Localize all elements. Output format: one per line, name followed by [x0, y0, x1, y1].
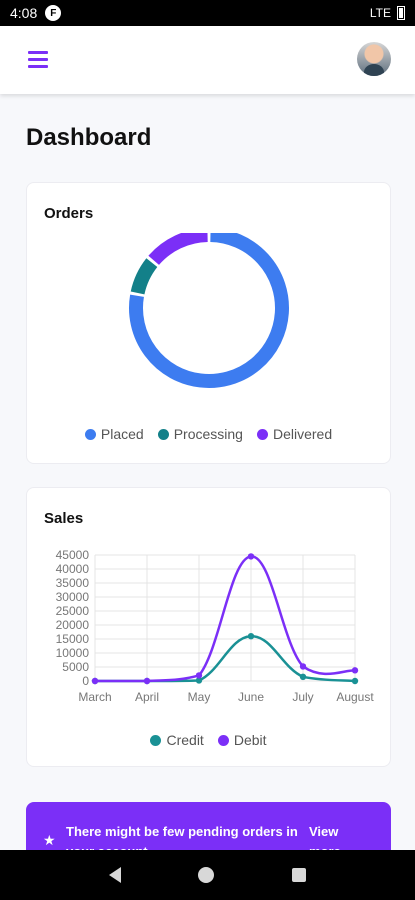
- orders-legend-label: Processing: [173, 426, 243, 442]
- y-tick-label: 40000: [56, 562, 90, 576]
- back-icon[interactable]: [108, 867, 121, 883]
- y-tick-label: 0: [82, 674, 89, 688]
- series-line-debit: [95, 555, 356, 683]
- data-point-credit[interactable]: [195, 677, 203, 684]
- sales-legend: Credit Debit: [27, 732, 390, 748]
- y-tick-label: 5000: [62, 660, 89, 674]
- page-title: Dashboard: [26, 124, 152, 151]
- star-icon: ★: [43, 832, 56, 848]
- orders-title: Orders: [44, 205, 94, 222]
- recent-apps-icon[interactable]: [292, 868, 307, 882]
- series-line-credit: [95, 634, 356, 683]
- orders-legend-label: Delivered: [272, 426, 333, 442]
- y-tick-label: 45000: [56, 548, 90, 562]
- sales-legend-dot: [217, 734, 229, 746]
- menu-icon[interactable]: [28, 51, 48, 68]
- x-tick-label: April: [135, 690, 159, 704]
- orders-card: Orders Placed Processing Delivered: [26, 182, 391, 464]
- sales-card: Sales 45000 40000 35000 30000 25000 20000 1500…: [26, 487, 391, 767]
- donut-slice-processing[interactable]: [130, 258, 158, 295]
- data-point-debit[interactable]: [91, 677, 99, 685]
- data-point-debit[interactable]: [247, 553, 255, 560]
- data-point-debit[interactable]: [195, 672, 203, 679]
- orders-donut-chart: [129, 233, 289, 388]
- sales-legend-item[interactable]: Credit: [150, 732, 204, 748]
- data-point-credit[interactable]: [351, 677, 359, 685]
- data-point-debit[interactable]: [299, 663, 307, 670]
- status-time: 4:08: [10, 5, 38, 21]
- status-bar: 4:08 F LTE: [0, 0, 415, 26]
- y-tick-label: 25000: [56, 604, 90, 618]
- sales-legend-item[interactable]: Debit: [217, 732, 267, 748]
- orders-legend-dot: [84, 428, 96, 440]
- home-icon[interactable]: [198, 867, 215, 883]
- x-tick-label: July: [292, 690, 313, 704]
- sales-legend-label: Credit: [166, 732, 204, 748]
- x-tick-label: June: [238, 690, 264, 704]
- x-tick-label: March: [78, 690, 111, 704]
- orders-legend-dot: [256, 428, 268, 440]
- data-point-credit[interactable]: [299, 673, 307, 680]
- y-tick-label: 10000: [56, 646, 90, 660]
- app-bar: [0, 26, 415, 94]
- sales-line-chart: 4500040000350003000025000200001500010000…: [56, 548, 375, 704]
- network-label: LTE: [369, 6, 391, 20]
- y-tick-label: 15000: [56, 632, 90, 646]
- data-point-debit[interactable]: [143, 677, 151, 685]
- orders-legend-item[interactable]: Processing: [157, 426, 243, 442]
- sales-title: Sales: [44, 510, 84, 527]
- y-tick-label: 20000: [56, 618, 90, 632]
- donut-slice-placed[interactable]: [129, 233, 289, 388]
- navigation-bar: [0, 850, 415, 900]
- y-tick-label: 30000: [56, 590, 90, 604]
- x-tick-label: August: [336, 690, 374, 704]
- battery-icon: [397, 6, 405, 20]
- avatar[interactable]: [357, 42, 391, 76]
- y-tick-label: 35000: [56, 576, 90, 590]
- donut-slice-delivered[interactable]: [148, 233, 208, 266]
- x-tick-label: May: [188, 690, 211, 704]
- data-point-credit[interactable]: [247, 633, 255, 640]
- orders-legend-dot: [157, 428, 169, 440]
- orders-legend-item[interactable]: Delivered: [256, 426, 333, 442]
- notification-icon: F: [45, 5, 62, 21]
- orders-legend-item[interactable]: Placed: [84, 426, 144, 442]
- data-point-debit[interactable]: [351, 667, 359, 674]
- sales-legend-dot: [150, 734, 162, 746]
- orders-legend: Placed Processing Delivered: [27, 426, 390, 442]
- sales-legend-label: Debit: [233, 732, 267, 748]
- orders-legend-label: Placed: [100, 426, 144, 442]
